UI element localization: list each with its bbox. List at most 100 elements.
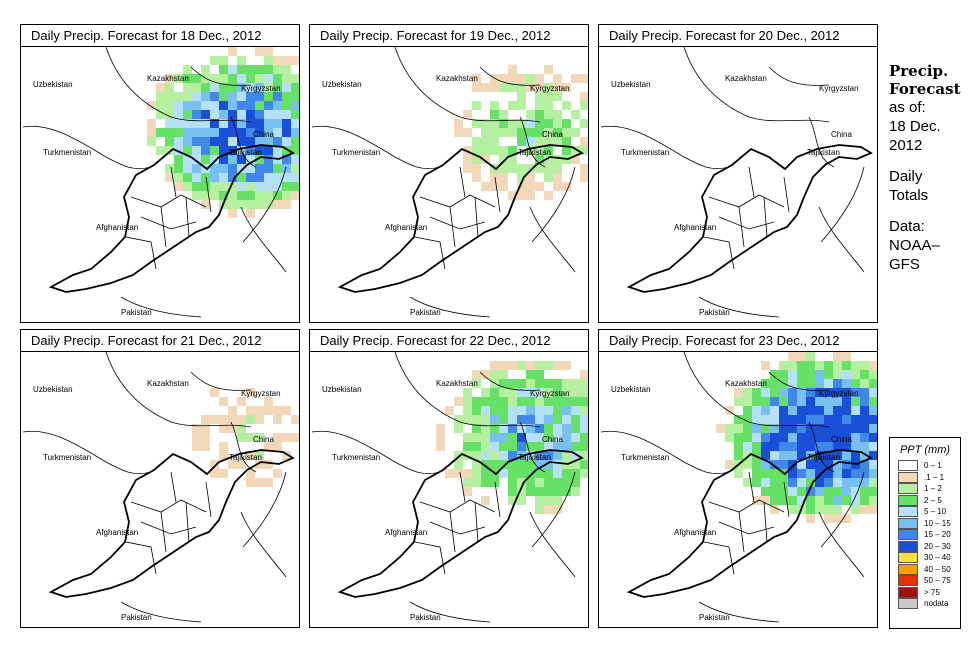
- precip-cell: [264, 137, 273, 146]
- precip-cell: [779, 460, 788, 469]
- border-line: [683, 352, 830, 428]
- precip-cell: [228, 460, 237, 469]
- precip-cell: [508, 101, 517, 110]
- legend-label: 1 – 2: [924, 484, 942, 494]
- precip-cell: [752, 415, 761, 424]
- precip-cell: [734, 469, 743, 478]
- precip-cell: [228, 146, 237, 155]
- precip-cell: [237, 182, 246, 191]
- border-line: [683, 47, 830, 123]
- precip-cell: [228, 182, 237, 191]
- border-line: [459, 166, 466, 198]
- precip-cell: [472, 379, 481, 388]
- precip-cell: [499, 388, 508, 397]
- place-label-turkmenistan: Turkmenistan: [621, 148, 669, 157]
- map-panel-dec22: Daily Precip. Forecast for 22 Dec., 2012…: [309, 329, 589, 628]
- afghanistan-border: [626, 449, 873, 598]
- precip-cell: [553, 406, 562, 415]
- border-line: [519, 421, 546, 473]
- precip-cell: [481, 83, 490, 92]
- precip-cell: [752, 388, 761, 397]
- precip-cell: [734, 451, 743, 460]
- border-line: [130, 194, 207, 208]
- precip-cell: [246, 415, 255, 424]
- precip-cell: [580, 137, 588, 146]
- place-label-uzbekistan: Uzbekistan: [33, 385, 73, 394]
- precip-cell: [842, 496, 851, 505]
- data-source-2: GFS: [889, 256, 920, 273]
- precip-cell: [743, 415, 752, 424]
- precip-cell: [770, 469, 779, 478]
- precip-cell: [544, 83, 553, 92]
- precip-cell: [869, 469, 877, 478]
- place-label-pakistan: Pakistan: [410, 308, 441, 317]
- precip-cell: [490, 397, 499, 406]
- precip-cell: [797, 388, 806, 397]
- precip-cell: [228, 65, 237, 74]
- precip-cell: [219, 101, 228, 110]
- precip-cell: [192, 182, 201, 191]
- precip-cell: [463, 469, 472, 478]
- precip-cell: [752, 433, 761, 442]
- precip-cell: [508, 496, 517, 505]
- precip-cell: [571, 128, 580, 137]
- precip-cell: [869, 388, 877, 397]
- legend-item: 5 – 10: [890, 506, 960, 518]
- border-line: [708, 499, 785, 513]
- precip-cell: [824, 397, 833, 406]
- precip-cell: [499, 119, 508, 128]
- precip-cell: [761, 406, 770, 415]
- precip-cell: [255, 137, 264, 146]
- precip-cell: [580, 92, 588, 101]
- place-label-afghanistan: Afghanistan: [674, 528, 716, 537]
- precip-cell: [237, 83, 246, 92]
- precip-cell: [273, 191, 282, 200]
- precip-cell: [553, 92, 562, 101]
- precip-cell: [481, 460, 490, 469]
- precip-cell: [237, 128, 246, 137]
- heading-line1: Precip.: [889, 62, 949, 80]
- precip-cell: [255, 65, 264, 74]
- precip-cell: [553, 173, 562, 182]
- precip-cell: [481, 128, 490, 137]
- precip-cell: [273, 101, 282, 110]
- precip-cell: [571, 424, 580, 433]
- precip-cell: [156, 101, 165, 110]
- precip-cell: [544, 460, 553, 469]
- precip-cell: [472, 164, 481, 173]
- precip-cell: [246, 128, 255, 137]
- precip-cell: [770, 496, 779, 505]
- precip-cell: [553, 74, 562, 83]
- precip-cell: [761, 433, 770, 442]
- precip-cell: [156, 110, 165, 119]
- precip-cell: [535, 388, 544, 397]
- border-line: [600, 125, 730, 170]
- precip-cell: [824, 451, 833, 460]
- precip-cell: [788, 478, 797, 487]
- place-label-kyrgyzstan: Kyrgyzstan: [819, 84, 859, 93]
- precip-cell: [824, 514, 833, 523]
- precip-cell: [580, 74, 588, 83]
- border-line: [808, 421, 835, 473]
- place-label-uzbekistan: Uzbekistan: [611, 385, 651, 394]
- precip-cell: [806, 388, 815, 397]
- precip-cell: [580, 415, 588, 424]
- precip-cell: [282, 65, 291, 74]
- precip-cell: [237, 424, 246, 433]
- precip-cell: [526, 433, 535, 442]
- precip-cell: [562, 119, 571, 128]
- precip-cell: [851, 505, 860, 514]
- border-line: [22, 430, 152, 475]
- precip-cell: [580, 424, 588, 433]
- precip-cell: [201, 128, 210, 137]
- precip-cell: [472, 101, 481, 110]
- precip-cell: [499, 74, 508, 83]
- precip-cell: [553, 487, 562, 496]
- precip-cell: [508, 119, 517, 128]
- place-label-china: China: [253, 435, 274, 444]
- precip-cell: [210, 182, 219, 191]
- precip-cell: [264, 128, 273, 137]
- precip-cell: [508, 469, 517, 478]
- precip-cell: [264, 478, 273, 487]
- precip-cell: [219, 424, 228, 433]
